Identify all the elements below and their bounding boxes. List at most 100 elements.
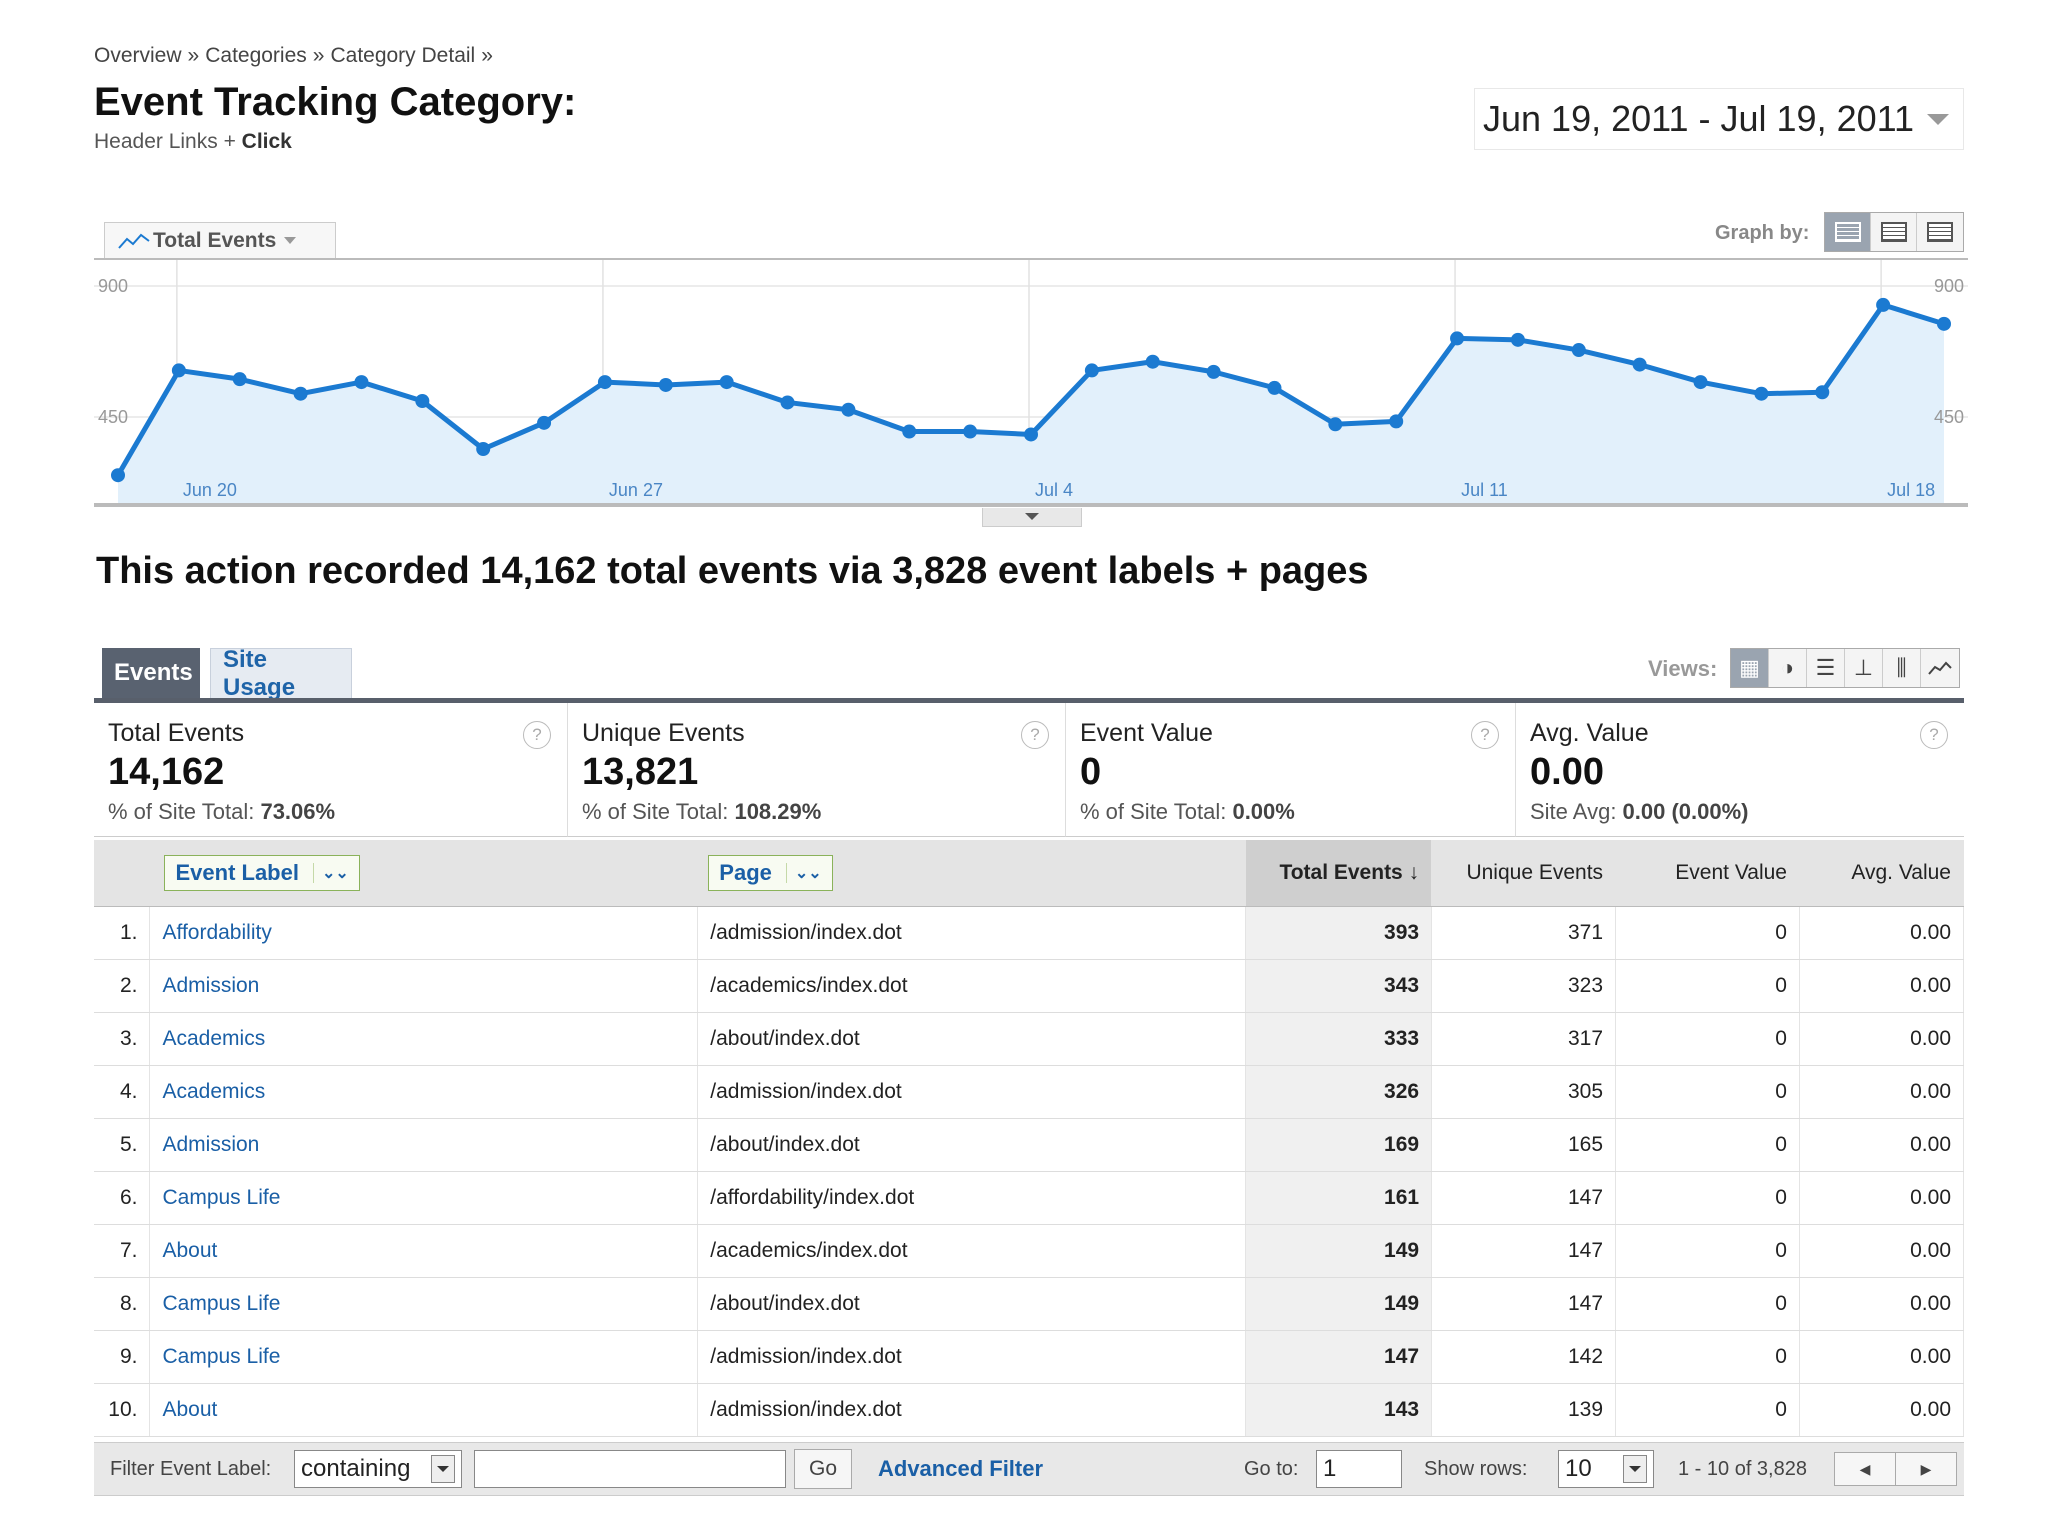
data-point <box>293 386 308 401</box>
avg-value-cell: 0.00 <box>1799 1330 1965 1384</box>
avg-value-cell: 0.00 <box>1799 1171 1965 1225</box>
pie-view-button[interactable]: ◑ <box>1769 649 1807 687</box>
data-point <box>963 424 978 439</box>
subtitle-category: Header Links + <box>94 130 242 153</box>
y-tick-label-right: 450 <box>1934 407 1964 427</box>
event-value-cell: 0 <box>1615 1330 1800 1384</box>
previous-page-button[interactable]: ◀ <box>1835 1453 1896 1485</box>
column-header-total-events[interactable]: Total Events ↓ <box>1245 840 1433 907</box>
event-label-link[interactable]: Affordability <box>162 920 272 944</box>
graph-by-week-button[interactable] <box>1871 213 1917 251</box>
table-row: 1. Affordability/admission/index.dot 393 37… <box>94 906 1965 960</box>
data-point <box>1937 316 1951 331</box>
scorecard-label: Total Events <box>108 719 245 747</box>
page-path: /admission/index.dot <box>697 906 1247 960</box>
column-header-avg-value[interactable]: Avg. Value <box>1799 840 1965 907</box>
graph-by-month-button[interactable] <box>1917 213 1963 251</box>
help-icon[interactable]: ? <box>523 721 551 749</box>
tab-underline <box>94 698 1964 703</box>
data-point <box>1267 380 1282 395</box>
event-label-link[interactable]: Campus Life <box>162 1185 281 1209</box>
show-rows-select[interactable]: 10 <box>1558 1450 1654 1488</box>
chevron-down-icon <box>284 237 297 244</box>
event-label-link[interactable]: Academics <box>162 1026 266 1050</box>
event-label-link[interactable]: About <box>162 1238 218 1262</box>
chevron-right-icon: ▶ <box>1920 1460 1932 1477</box>
event-label-link[interactable]: Admission <box>162 973 260 997</box>
help-icon[interactable]: ? <box>1920 721 1948 749</box>
avg-value-cell: 0.00 <box>1799 1012 1965 1066</box>
chart-collapse-button[interactable] <box>982 508 1082 527</box>
total-events-cell: 161 <box>1245 1171 1433 1225</box>
table-row: 4. Academics/admission/index.dot 326 305 0 0.… <box>94 1065 1965 1119</box>
next-page-button[interactable]: ▶ <box>1896 1453 1956 1485</box>
page-subtitle: Header Links + Click <box>94 130 292 154</box>
event-label-link[interactable]: Campus Life <box>162 1344 281 1368</box>
unique-events-cell: 147 <box>1431 1171 1617 1225</box>
page-path: /about/index.dot <box>697 1118 1247 1172</box>
dimension-header: Event Label ⌄⌄ <box>149 840 699 907</box>
row-index: 7. <box>94 1224 151 1278</box>
date-range-picker[interactable]: Jun 19, 2011 - Jul 19, 2011 <box>1474 88 1964 150</box>
table-view-button[interactable]: ▦ <box>1731 649 1769 687</box>
scorecard-unique-events: Unique Events 13,821 % of Site Total: 10… <box>567 703 1065 837</box>
event-label-link[interactable]: Campus Life <box>162 1291 281 1315</box>
tab-site-usage[interactable]: Site Usage <box>210 646 352 701</box>
help-icon[interactable]: ? <box>1471 721 1499 749</box>
column-header-event-value[interactable]: Event Value <box>1615 840 1800 907</box>
advanced-filter-link[interactable]: Advanced Filter <box>878 1456 1044 1481</box>
total-events-cell: 149 <box>1245 1277 1433 1331</box>
pagination-range: 1 - 10 of 3,828 <box>1678 1457 1807 1480</box>
page-path: /admission/index.dot <box>697 1330 1247 1384</box>
data-point <box>658 377 673 392</box>
row-index: 9. <box>94 1330 151 1384</box>
sort-down-arrow-icon: ↓ <box>1408 860 1420 884</box>
trend-view-button[interactable] <box>1921 649 1959 687</box>
data-point <box>597 375 612 390</box>
event-label-cell: About <box>149 1383 699 1437</box>
filter-label: Filter Event Label: <box>110 1457 272 1480</box>
table-footer: Filter Event Label: containing Go Advanc… <box>94 1442 1964 1496</box>
views-label: Views: <box>1648 656 1718 681</box>
page-path: /admission/index.dot <box>697 1383 1247 1437</box>
comparison-icon: ⊥ <box>1853 655 1874 680</box>
scorecard-label: Avg. Value <box>1530 719 1649 747</box>
breadcrumb-categories[interactable]: Categories <box>205 44 307 67</box>
filter-input[interactable] <box>474 1450 786 1488</box>
scorecard-event-value: Event Value 0 % of Site Total: 0.00% ? <box>1065 703 1515 837</box>
breadcrumb-overview[interactable]: Overview <box>94 44 182 67</box>
column-header-unique-events[interactable]: Unique Events <box>1431 840 1617 907</box>
scorecard-total-events: Total Events 14,162 % of Site Total: 73.… <box>94 703 567 837</box>
table-header-row: Event Label ⌄⌄ Page ⌄⌄ Total Events ↓ Uniq… <box>94 840 1965 907</box>
total-events-cell: 333 <box>1245 1012 1433 1066</box>
avg-value-cell: 0.00 <box>1799 1224 1965 1278</box>
event-label-link[interactable]: Academics <box>162 1079 266 1103</box>
data-point <box>902 424 917 439</box>
page-path: /affordability/index.dot <box>697 1171 1247 1225</box>
graph-by-day-button[interactable] <box>1825 213 1871 251</box>
avg-value-cell: 0.00 <box>1799 1277 1965 1331</box>
filter-mode-select[interactable]: containing <box>294 1450 462 1488</box>
unique-events-cell: 371 <box>1431 906 1617 960</box>
total-events-cell: 326 <box>1245 1065 1433 1119</box>
row-index: 6. <box>94 1171 151 1225</box>
page-dimension-button[interactable]: Page ⌄⌄ <box>708 854 833 891</box>
pivot-view-button[interactable]: ⫼ <box>1883 649 1921 687</box>
filter-go-button[interactable]: Go <box>794 1449 853 1489</box>
performance-view-button[interactable]: ☰ <box>1807 649 1845 687</box>
help-icon[interactable]: ? <box>1021 721 1049 749</box>
double-chevron-icon: ⌄⌄ <box>312 862 349 883</box>
tab-events[interactable]: Events <box>102 648 200 698</box>
event-label-link[interactable]: Admission <box>162 1132 260 1156</box>
event-label-dimension-button[interactable]: Event Label ⌄⌄ <box>164 854 360 891</box>
total-events-cell: 393 <box>1245 906 1433 960</box>
events-over-time-chart[interactable]: 900 900 450 450 Jun 20 Jun 27 Jul 4 Jul 11 Jul 1… <box>94 258 1968 510</box>
y-tick-label-left: 450 <box>98 407 128 427</box>
event-label-link[interactable]: About <box>162 1397 218 1421</box>
comparison-view-button[interactable]: ⊥ <box>1845 649 1883 687</box>
data-point <box>415 393 430 408</box>
goto-page-input[interactable] <box>1316 1450 1402 1488</box>
metric-selector[interactable]: Total Events <box>104 222 336 258</box>
avg-value-cell: 0.00 <box>1799 1118 1965 1172</box>
scorecard-avg-value: Avg. Value 0.00 Site Avg: 0.00 (0.00%) ? <box>1515 703 1964 837</box>
